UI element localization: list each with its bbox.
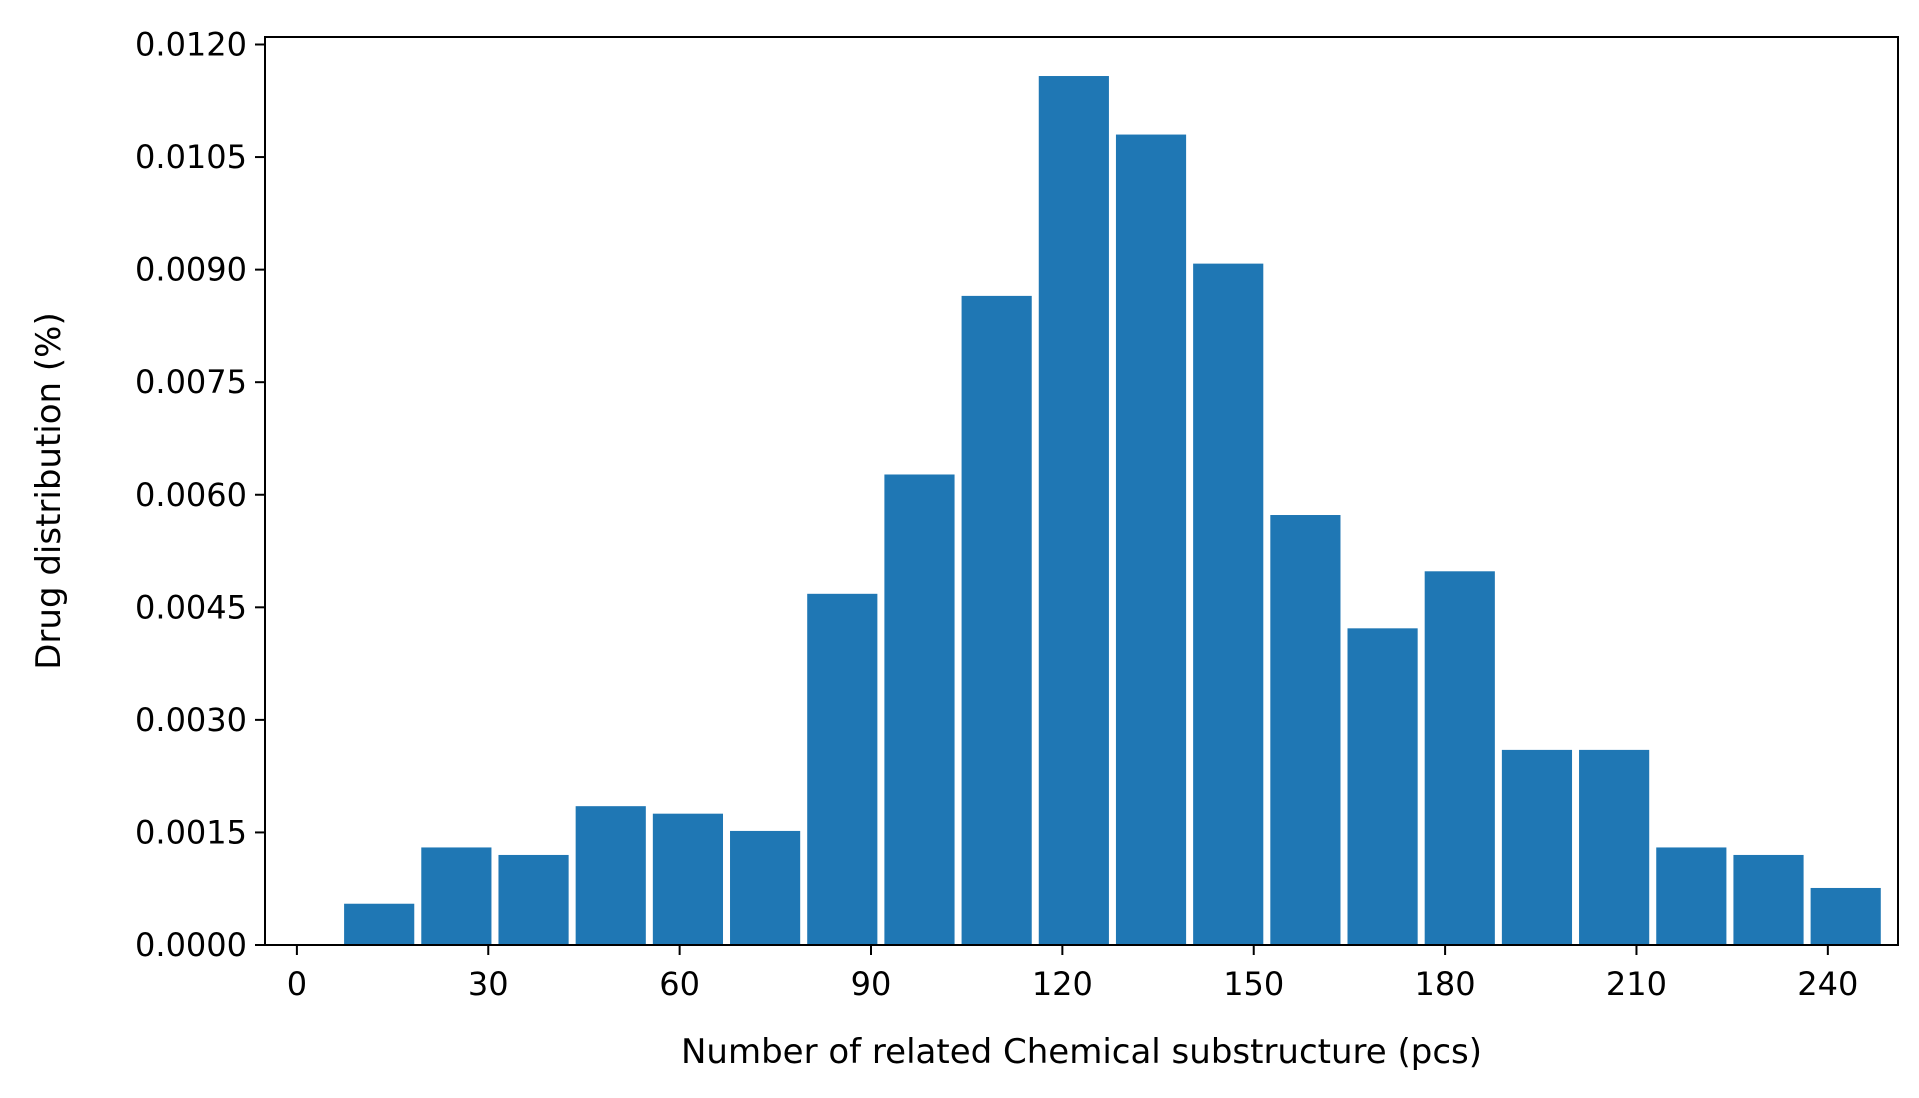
histogram-bar xyxy=(1424,571,1495,945)
x-tick-label: 240 xyxy=(1797,965,1858,1003)
y-tick-label: 0.0015 xyxy=(135,813,247,851)
histogram-bar xyxy=(1501,749,1573,945)
x-tick-label: 90 xyxy=(851,965,892,1003)
x-tick-label: 0 xyxy=(287,965,307,1003)
x-tick-label: 60 xyxy=(659,965,700,1003)
y-tick-label: 0.0120 xyxy=(135,26,247,64)
y-tick-label: 0.0000 xyxy=(135,926,247,964)
histogram-bar xyxy=(884,474,955,945)
histogram-bar xyxy=(1270,515,1341,945)
x-axis-title: Number of related Chemical substructure … xyxy=(681,1032,1482,1072)
histogram-bar xyxy=(1038,76,1109,945)
y-tick-label: 0.0075 xyxy=(135,363,247,401)
y-tick-label: 0.0105 xyxy=(135,138,247,176)
x-tick-label: 150 xyxy=(1223,965,1284,1003)
histogram-bar xyxy=(1347,628,1418,945)
histogram-bar xyxy=(498,854,569,945)
x-tick-label: 30 xyxy=(468,965,509,1003)
histogram-bar xyxy=(1115,134,1187,946)
bars-group xyxy=(344,76,1881,946)
histogram-bar xyxy=(421,847,492,945)
histogram-bar xyxy=(1193,263,1264,946)
histogram-bar xyxy=(1810,887,1881,945)
histogram-bar xyxy=(1733,854,1804,945)
histogram-bar xyxy=(1656,847,1727,945)
y-axis-ticks: 0.0000 0.0015 0.0030 0.0045 0.0060 0.0075 0.00… xyxy=(135,26,265,964)
y-tick-label: 0.0090 xyxy=(135,251,247,289)
y-tick-label: 0.0030 xyxy=(135,701,247,739)
histogram-bar xyxy=(730,830,801,945)
histogram-bar xyxy=(1579,749,1650,945)
x-tick-label: 120 xyxy=(1032,965,1093,1003)
histogram-bar xyxy=(807,593,878,945)
x-tick-label: 180 xyxy=(1415,965,1476,1003)
y-axis-title: Drug distribution (%) xyxy=(29,312,69,670)
x-tick-label: 210 xyxy=(1606,965,1667,1003)
histogram-bar xyxy=(575,806,646,945)
histogram-bar xyxy=(961,295,1032,945)
y-tick-label: 0.0045 xyxy=(135,588,247,626)
histogram-bar xyxy=(344,903,415,945)
plot-frame xyxy=(264,36,1899,946)
y-tick-label: 0.0060 xyxy=(135,476,247,514)
x-axis-ticks: 0 30 60 90 120 150 180 210 240 xyxy=(287,945,1858,1003)
histogram-bar xyxy=(652,813,724,945)
